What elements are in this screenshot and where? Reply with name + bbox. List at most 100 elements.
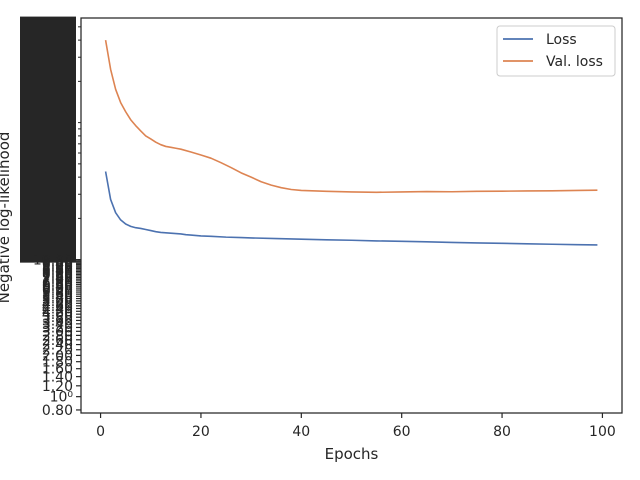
y-tick-label: 1.80 — [42, 355, 73, 371]
y-tick-label: 5.20 — [42, 292, 73, 308]
y-tick-label-overlap-region — [20, 16, 81, 263]
y-axis-ticks: 0.8010⁰1.201.401.601.802.002.202.402.602… — [33, 253, 81, 419]
y-tick-label: 2.20 — [42, 343, 73, 359]
x-tick-label: 100 — [589, 424, 616, 440]
y-tick-label-overlap — [20, 84, 76, 95]
x-tick-label: 20 — [192, 424, 210, 440]
legend-label: Val. loss — [546, 54, 603, 70]
y-tick-label-overlap — [20, 164, 76, 175]
y-tick-label-overlap — [20, 158, 76, 169]
y-tick-label: 1.60 — [42, 362, 73, 378]
y-tick-label: 9.60 — [42, 255, 73, 271]
y-tick-label: 9.00 — [42, 259, 73, 275]
plot-lines — [104, 39, 598, 246]
y-tick-label: 6.40 — [42, 279, 73, 295]
y-tick-label-overlap — [20, 77, 76, 88]
y-tick-label-overlap — [20, 117, 76, 128]
y-tick-label: 6.80 — [42, 276, 73, 292]
series-line-loss — [104, 171, 598, 246]
y-tick-label-overlap — [20, 36, 76, 47]
y-tick-label-overlap — [20, 124, 76, 135]
x-tick-label: 0 — [96, 424, 105, 440]
y-tick-label: 1.40 — [42, 370, 73, 386]
y-tick-label-overlap — [20, 63, 76, 74]
y-tick-label-overlap — [20, 23, 76, 34]
y-tick-label-overlap — [20, 90, 76, 101]
plot-frame — [80, 17, 623, 414]
y-tick-label-overlap — [20, 171, 76, 182]
y-tick-label: 4.80 — [42, 296, 73, 312]
y-tick-label: 7.40 — [42, 271, 73, 287]
y-tick-label: 9.20 — [42, 258, 73, 274]
y-tick-label-overlap — [20, 70, 76, 81]
x-axis-ticks: 0 20 40 60 80 100 — [96, 413, 616, 440]
y-tick-label-overlap — [20, 131, 76, 142]
y-tick-label: 8.00 — [42, 266, 73, 282]
y-tick-label-overlap — [20, 252, 76, 263]
y-tick-label: 4.40 — [42, 301, 73, 317]
y-tick-label: 8.80 — [42, 260, 73, 276]
y-tick-label: 6.60 — [42, 277, 73, 293]
x-tick-label: 60 — [393, 424, 411, 440]
y-tick-label: 5.80 — [42, 285, 73, 301]
y-tick-label: 8.60 — [42, 262, 73, 278]
y-tick-label: 6.20 — [42, 281, 73, 297]
y-tick-label-overlap — [20, 30, 76, 41]
y-tick-label: 9.80 — [42, 254, 73, 270]
y-tick-label-overlap — [20, 97, 76, 108]
y-tick-label: 5.00 — [42, 294, 73, 310]
legend: Loss Val. loss — [496, 25, 616, 77]
y-tick-label: 0.80 — [42, 403, 73, 419]
y-tick-label-overlap — [20, 50, 76, 61]
y-tick-label-overlap — [20, 232, 76, 243]
y-tick-label-overlap — [20, 104, 76, 115]
y-tick-label: 9.40 — [42, 256, 73, 272]
y-tick-label: 7.80 — [42, 267, 73, 283]
y-tick-label: 3.80 — [42, 310, 73, 326]
y-tick-label-overlap — [20, 185, 76, 196]
y-tick-label-overlap — [20, 205, 76, 216]
y-tick-label: 10.00 — [33, 253, 73, 269]
y-tick-label-overlap — [20, 144, 76, 155]
y-tick-label: 7.00 — [42, 274, 73, 290]
y-tick-label: 2.80 — [42, 328, 73, 344]
y-tick-label-overlap — [20, 245, 76, 256]
y-tick-label: 1.20 — [42, 379, 73, 395]
y-axis-title: Negative log-likelihood — [0, 132, 13, 304]
y-tick-label: 3.00 — [42, 324, 73, 340]
y-tick-label: 2.00 — [42, 348, 73, 364]
y-tick-label: 4.00 — [42, 307, 73, 323]
y-tick-label: 5.40 — [42, 289, 73, 305]
y-tick-label: 8.40 — [42, 263, 73, 279]
y-tick-label-overlap — [20, 191, 76, 202]
y-tick-label-overlap — [20, 212, 76, 223]
x-tick-label: 80 — [493, 424, 511, 440]
y-tick-label: 3.20 — [42, 320, 73, 336]
y-tick-label: 4.60 — [42, 299, 73, 315]
y-tick-label: 7.60 — [42, 269, 73, 285]
y-tick-label: 3.60 — [42, 313, 73, 329]
y-tick-label: 6.00 — [42, 283, 73, 299]
series-line-val-loss — [104, 39, 598, 194]
x-tick-label: 40 — [292, 424, 310, 440]
y-tick-label-overlap — [20, 151, 76, 162]
y-tick-label-overlap — [20, 178, 76, 189]
y-tick-label-overlap — [20, 16, 76, 27]
y-tick-label: 2.40 — [42, 338, 73, 354]
y-tick-label-overlap — [20, 111, 76, 122]
y-tick-label-overlap — [20, 137, 76, 148]
legend-label: Loss — [546, 32, 577, 48]
y-tick-label: 3.40 — [42, 317, 73, 333]
y-tick-label: 2.60 — [42, 333, 73, 349]
y-tick-label-overlap — [20, 57, 76, 68]
y-tick-label: 5.60 — [42, 287, 73, 303]
y-tick-label-overlap — [20, 198, 76, 209]
y-tick-label-overlap — [20, 218, 76, 229]
y-tick-label: 8.20 — [42, 264, 73, 280]
y-tick-label: 7.20 — [42, 272, 73, 288]
y-tick-label-overlap — [20, 225, 76, 236]
x-axis-title: Epochs — [325, 445, 379, 463]
y-tick-label: 10⁰ — [50, 390, 74, 406]
y-tick-label-overlap — [20, 43, 76, 54]
